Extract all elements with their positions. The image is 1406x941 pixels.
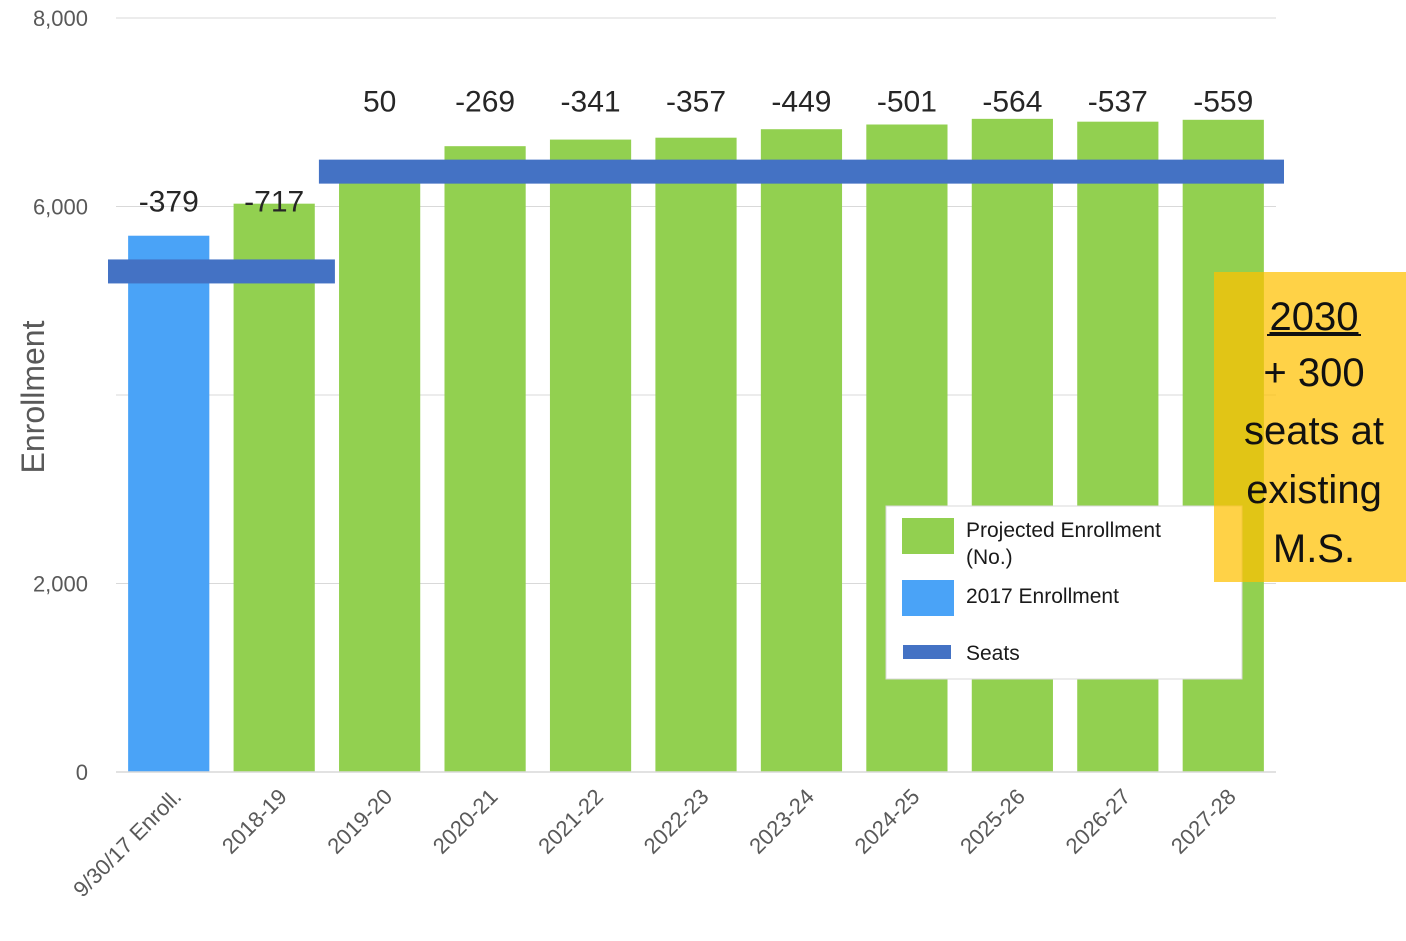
data-label: -559 [1193,86,1253,119]
y-axis-label: Enrollment [15,320,51,473]
annotation-line: existing [1246,468,1382,512]
legend-label-2017: 2017 Enrollment [966,585,1119,608]
bar [760,129,843,773]
data-label: -501 [877,86,937,119]
bar [339,176,421,773]
x-tick-label: 2026-27 [1061,784,1136,859]
seats-line-segment [318,159,1285,184]
bars [128,118,1264,773]
annotation-line: + 300 [1263,351,1364,395]
y-axis-ticks: 0 2,000 6,000 8,000 [33,6,88,785]
y-tick-label: 2,000 [33,572,88,597]
x-tick-label: 2025-26 [955,784,1030,859]
legend-label-projected: Projected Enrollment [966,519,1161,542]
data-label: -449 [771,86,831,119]
legend-swatch-seats [903,645,951,659]
y-tick-label: 8,000 [33,6,88,31]
bar [233,203,315,773]
data-label: -357 [666,86,726,119]
data-label: -717 [244,185,304,218]
annotation-box [1214,272,1406,582]
data-labels: -379 -717 50 -269 -341 -357 -449 -501 -564 -537 -5… [139,86,1254,219]
x-tick-label: 2020-21 [428,784,503,859]
x-tick-label: 2023-24 [744,784,819,859]
x-tick-label: 2022-23 [639,784,714,859]
annotation-year: 2030 [1270,295,1359,339]
x-tick-label: 2024-25 [850,784,925,859]
data-label: -269 [455,86,515,119]
y-tick-label: 6,000 [33,195,88,220]
seats-line-segment [108,259,335,284]
legend-label-projected-line2: (No.) [966,546,1013,569]
x-tick-label: 2021-22 [533,784,608,859]
annotation-callout: 2030 + 300 seats at existing M.S. [1214,272,1406,582]
bar [128,235,210,772]
legend-swatch-projected [902,518,954,554]
x-tick-label: 2018-19 [217,784,292,859]
annotation-line: seats at [1244,409,1384,453]
data-label: -379 [139,185,199,218]
data-label: 50 [363,86,396,119]
bar [444,146,526,772]
x-tick-label: 2019-20 [322,784,397,859]
legend-swatch-2017 [902,580,954,616]
x-axis-ticks: 9/30/17 Enroll. 2018-19 2019-20 2020-21 2021… [68,784,1241,902]
data-label: -564 [982,86,1042,119]
x-tick-label: 2027-28 [1166,784,1241,859]
bar [655,137,737,772]
bar [549,139,632,772]
annotation-line: M.S. [1273,527,1355,571]
data-label: -537 [1088,86,1148,119]
legend-label-seats: Seats [966,642,1020,665]
data-label: -341 [561,86,621,119]
seats-series [108,159,1285,284]
y-tick-label: 0 [76,760,88,785]
x-tick-label: 9/30/17 Enroll. [68,784,186,902]
legend: Projected Enrollment (No.) 2017 Enrollme… [885,505,1243,680]
